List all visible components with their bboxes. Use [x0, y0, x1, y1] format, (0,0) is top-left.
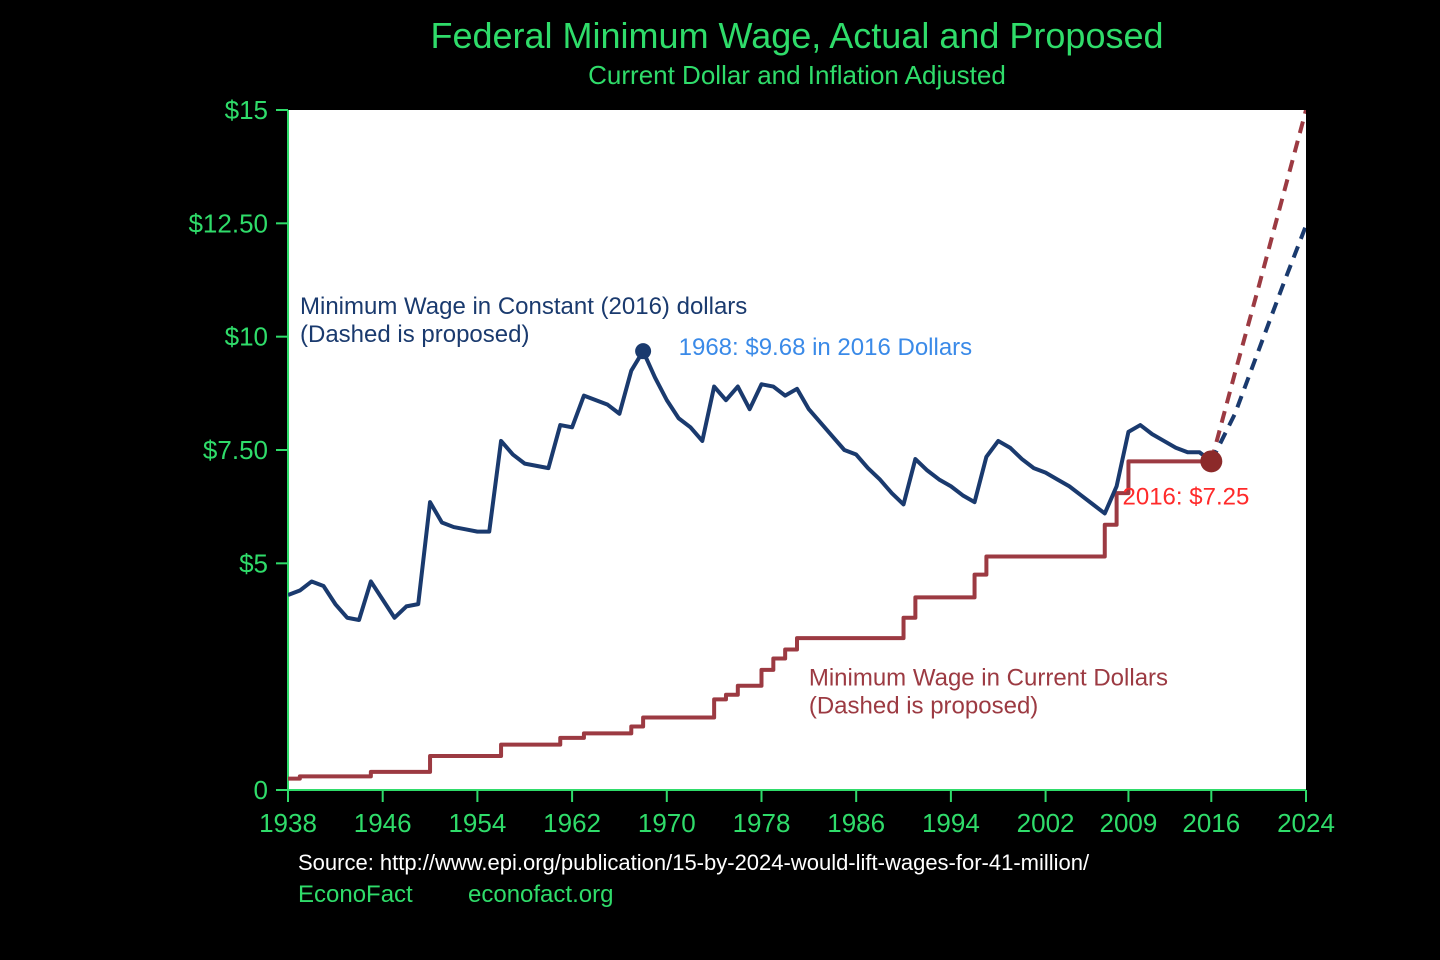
peak-marker-1968	[635, 343, 651, 359]
brand-econofact: EconoFact	[298, 881, 413, 908]
label-current-line2: (Dashed is proposed)	[809, 693, 1038, 720]
x-tick-label: 1938	[259, 808, 317, 838]
x-tick-label: 1954	[448, 808, 506, 838]
y-tick-label: $5	[239, 548, 268, 578]
x-tick-label: 2009	[1100, 808, 1158, 838]
brand-url: econofact.org	[468, 881, 613, 908]
x-tick-label: 2024	[1277, 808, 1335, 838]
x-tick-label: 1946	[354, 808, 412, 838]
x-tick-label: 1970	[638, 808, 696, 838]
x-tick-label: 2016	[1182, 808, 1240, 838]
chart-svg: Federal Minimum Wage, Actual and Propose…	[53, 0, 1386, 960]
label-constant-line2: (Dashed is proposed)	[300, 321, 529, 348]
y-tick-label: $15	[225, 95, 268, 125]
x-tick-label: 1994	[922, 808, 980, 838]
y-tick-label: $10	[225, 322, 268, 352]
y-tick-label: 0	[254, 775, 268, 805]
label-constant-line1: Minimum Wage in Constant (2016) dollars	[300, 293, 747, 320]
source-text: Source: http://www.epi.org/publication/1…	[298, 850, 1090, 875]
y-tick-label: $12.50	[188, 208, 268, 238]
current-marker-2016	[1200, 450, 1222, 472]
label-peak-1968: 1968: $9.68 in 2016 Dollars	[679, 334, 973, 361]
y-tick-label: $7.50	[203, 435, 268, 465]
label-current-line1: Minimum Wage in Current Dollars	[809, 665, 1168, 692]
x-tick-label: 1986	[827, 808, 885, 838]
x-tick-label: 2002	[1017, 808, 1075, 838]
chart-container: Federal Minimum Wage, Actual and Propose…	[53, 0, 1386, 960]
chart-title: Federal Minimum Wage, Actual and Propose…	[430, 15, 1163, 56]
label-current-2016: 2016: $7.25	[1123, 483, 1250, 510]
chart-subtitle: Current Dollar and Inflation Adjusted	[588, 60, 1006, 90]
x-tick-label: 1962	[543, 808, 601, 838]
x-tick-label: 1978	[733, 808, 791, 838]
